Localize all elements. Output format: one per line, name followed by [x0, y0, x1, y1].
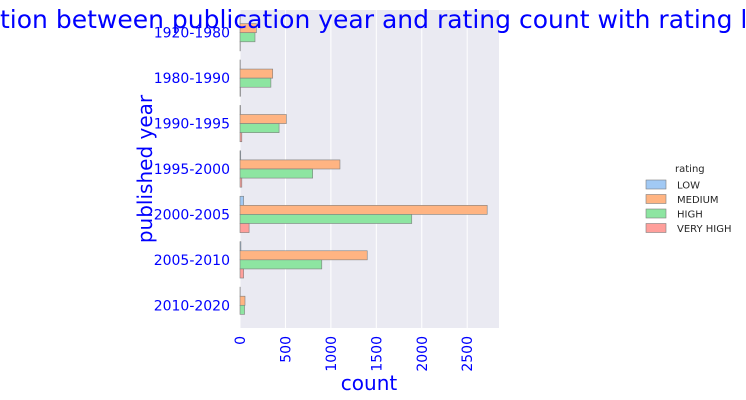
- y-tick-label: 2000-2005: [154, 207, 230, 223]
- legend-swatch: [645, 179, 667, 190]
- bar-high: [239, 168, 314, 179]
- y-tick-label: 2010-2020: [154, 298, 230, 314]
- chart-title: ralation between publication year and ra…: [0, 5, 746, 34]
- bar-very-high: [239, 132, 243, 143]
- legend-label: HIGH: [677, 210, 703, 221]
- bar-high: [239, 304, 245, 315]
- legend-swatch: [645, 208, 667, 219]
- legend-swatch: [645, 223, 667, 233]
- legend-title: rating: [675, 164, 705, 175]
- bar-low: [239, 150, 242, 161]
- bar-high: [239, 32, 256, 43]
- bar-very-high: [239, 223, 250, 233]
- y-tick-label: 1980-1990: [154, 71, 230, 87]
- y-axis-label: published year: [133, 94, 157, 243]
- y-tick-label: 1990-1995: [154, 117, 230, 133]
- bar-very-high: [239, 268, 244, 279]
- x-tick-label: 1500: [369, 336, 385, 372]
- legend-items: LOW MEDIUM HIGH VERY HIGH: [645, 179, 732, 235]
- x-tick-label: 2500: [460, 336, 476, 372]
- bar-low: [239, 195, 244, 206]
- bar-medium: [239, 205, 488, 215]
- y-tick-labels: 1920-1980 1980-1990 1990-1995 1995-2000 2000…: [154, 26, 230, 315]
- bar-medium: [239, 68, 274, 79]
- x-tick-label: 1000: [324, 336, 340, 372]
- x-axis-label: count: [341, 371, 398, 395]
- x-tick-label: 0: [233, 336, 249, 345]
- x-tick-labels: 0 500 1000 1500 2000 2500: [233, 336, 476, 372]
- bar-medium: [239, 250, 368, 261]
- bar-medium: [239, 295, 246, 306]
- bar-medium: [239, 159, 341, 170]
- bar-high: [239, 214, 413, 224]
- y-tick-label: 2005-2010: [154, 253, 230, 269]
- bar-high: [239, 123, 280, 133]
- bar-high: [239, 77, 272, 88]
- bar-low: [239, 241, 242, 252]
- bars: [239, 14, 488, 315]
- y-tick-label: 1995-2000: [154, 162, 230, 178]
- bar-high: [239, 259, 323, 270]
- legend: rating LOW MEDIUM HIGH VERY HIGH: [645, 164, 732, 235]
- bar-medium: [239, 114, 287, 124]
- y-tick-label: 1920-1980: [154, 26, 230, 42]
- x-tick-label: 500: [278, 336, 294, 363]
- legend-label: MEDIUM: [677, 195, 719, 206]
- x-tick-label: 2000: [415, 336, 431, 372]
- bar-very-high: [239, 177, 243, 188]
- legend-label: LOW: [677, 181, 700, 192]
- legend-label: VERY HIGH: [677, 224, 732, 235]
- legend-swatch: [645, 194, 667, 204]
